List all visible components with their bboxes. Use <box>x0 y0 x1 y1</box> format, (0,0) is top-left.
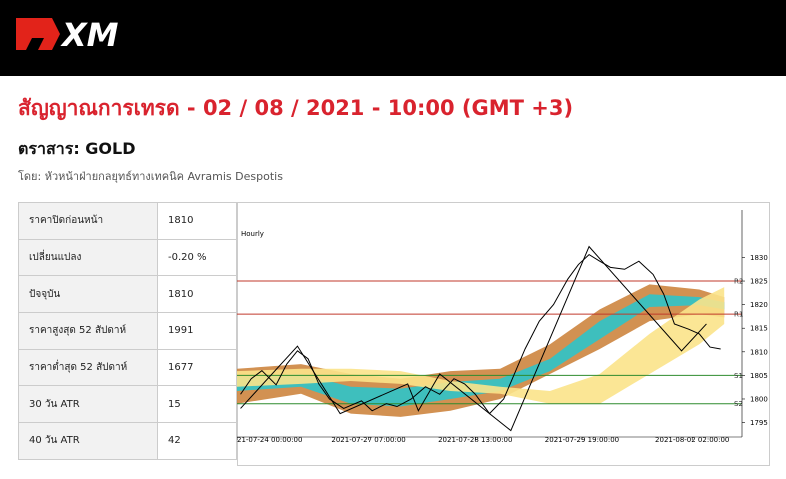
y-tick-label: 1820 <box>750 301 768 309</box>
x-tick-label: 2021-07-28 13:00:00 <box>438 436 512 444</box>
table-row: 30 วัน ATR 15 <box>18 385 237 424</box>
row-label: ราคาต่ำสุด 52 สัปดาห์ <box>18 348 158 387</box>
logo-text: XM <box>60 16 119 54</box>
level-label: R1 <box>734 311 743 319</box>
table-row: ปัจจุบัน 1810 <box>18 275 237 314</box>
table-row: เปลี่ยนแปลง -0.20 % <box>18 238 237 277</box>
band <box>237 284 725 417</box>
y-tick-label: 1830 <box>750 254 768 262</box>
title: สัญญาณการเทรด - 02 / 08 / 2021 - 10:00 (… <box>18 96 574 120</box>
row-label: เปลี่ยนแปลง <box>18 238 158 277</box>
table-row: ราคาต่ำสุด 52 สัปดาห์ 1677 <box>18 348 237 387</box>
band <box>237 287 725 404</box>
x-tick-label: 21-07-24 00:00:00 <box>237 436 302 444</box>
y-tick-label: 1795 <box>750 419 768 427</box>
y-tick-label: 1805 <box>750 372 768 380</box>
row-label: ปัจจุบัน <box>18 275 158 314</box>
author: โดย: หัวหน้าฝ่ายกลยุทธ์ทางเทคนิค Avramis… <box>18 170 283 183</box>
row-value: 1810 <box>157 202 237 240</box>
row-label: ราคาสูงสุด 52 สัปดาห์ <box>18 312 158 350</box>
info-table: ราคาปิดก่อนหน้า 1810 เปลี่ยนแปลง -0.20 % ปัจ… <box>18 202 237 460</box>
row-label: 40 วัน ATR <box>18 422 158 460</box>
level-label: S1 <box>734 372 743 380</box>
logo-icon <box>16 18 60 50</box>
table-row: ราคาสูงสุด 52 สัปดาห์ 1991 <box>18 312 237 350</box>
row-value: 15 <box>157 385 237 424</box>
band <box>237 294 725 407</box>
x-tick-label: 2021-07-27 07:00:00 <box>331 436 405 444</box>
x-tick-label: 2021-07-29 19:00:00 <box>545 436 619 444</box>
row-value: 42 <box>157 422 237 460</box>
table-row: ราคาปิดก่อนหน้า 1810 <box>18 202 237 240</box>
instrument: ตราสาร: GOLD <box>18 139 136 158</box>
y-tick-label: 1810 <box>750 348 768 356</box>
timeframe: Hourly <box>241 230 264 238</box>
level-label: R2 <box>734 278 743 286</box>
header: XM <box>0 0 786 76</box>
level-label: S2 <box>734 400 743 408</box>
row-value: -0.20 % <box>157 238 237 277</box>
y-tick-label: 1800 <box>750 395 768 403</box>
table-row: 40 วัน ATR 42 <box>18 422 237 460</box>
row-value: 1810 <box>157 275 237 314</box>
x-tick-label: 2021-08-02 02:00:00 <box>655 436 729 444</box>
row-value: 1677 <box>157 348 237 387</box>
row-label: ราคาปิดก่อนหน้า <box>18 202 158 240</box>
y-tick-label: 1815 <box>750 325 768 333</box>
row-value: 1991 <box>157 312 237 350</box>
logo: XM <box>16 16 119 54</box>
row-label: 30 วัน ATR <box>18 385 158 424</box>
chart: Hourly R2 R1 S1 S2 1795 1800 1805 1810 1815 1820 1… <box>237 202 770 466</box>
y-tick-label: 1825 <box>750 278 768 286</box>
price-line <box>240 245 707 432</box>
